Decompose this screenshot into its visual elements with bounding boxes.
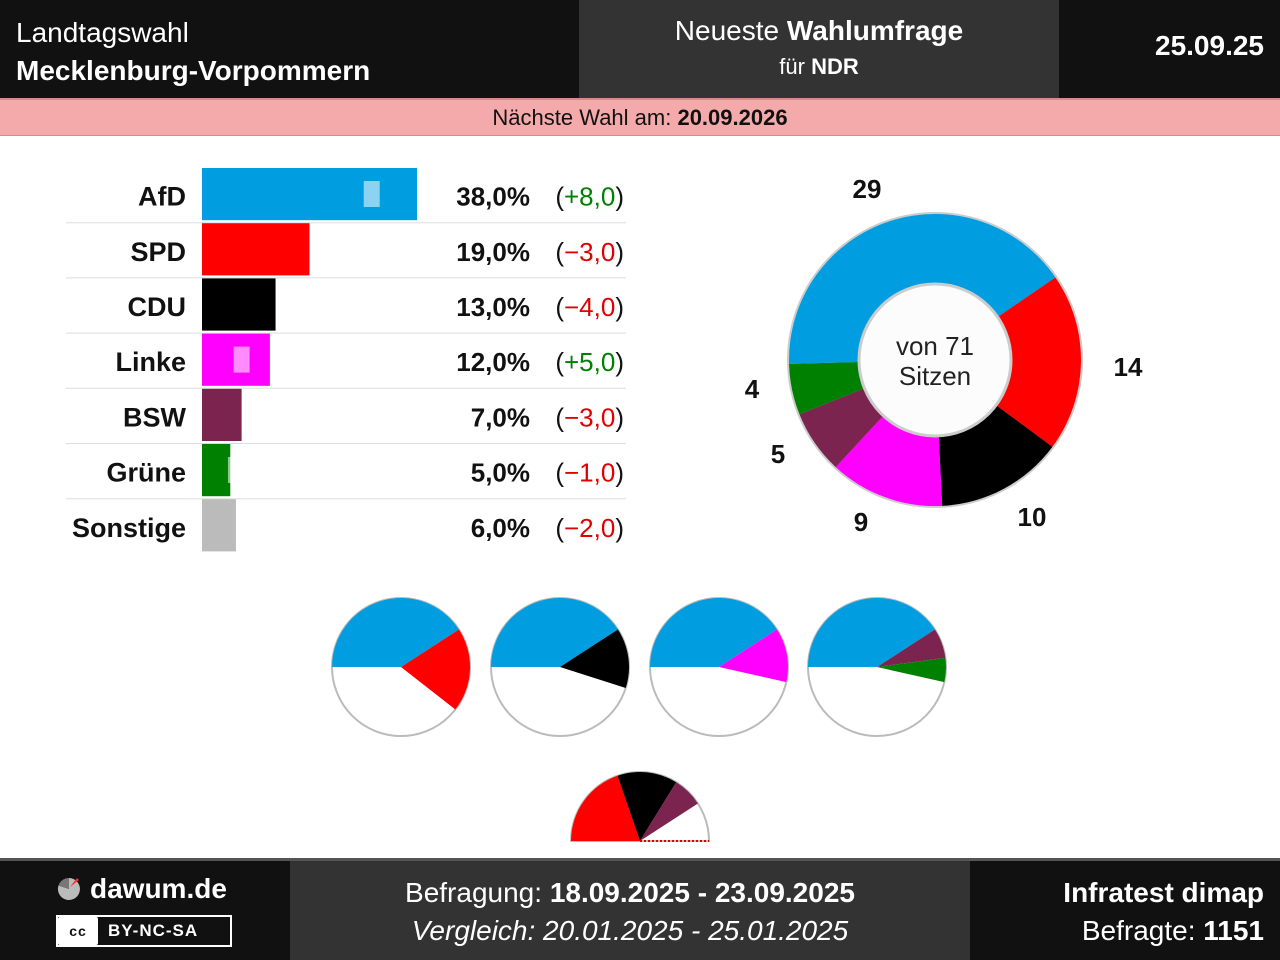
seat-label: 9 — [854, 507, 868, 537]
poll-client: für NDR — [579, 54, 1059, 80]
comparison-label: Vergleich: — [411, 915, 544, 946]
value-label: 38,0% — [456, 182, 530, 212]
value-label: 5,0% — [471, 458, 530, 488]
previous-marker — [250, 401, 267, 428]
seat-label: 14 — [1114, 352, 1143, 382]
change-label: (−3,0) — [555, 237, 624, 267]
previous-marker — [363, 181, 380, 207]
bar-spd — [202, 223, 310, 276]
poll-date: 25.09.25 — [1155, 30, 1264, 61]
value-label: 12,0% — [456, 347, 530, 377]
coalition-slice-spd — [401, 629, 471, 710]
respondents-count: 1151 — [1203, 915, 1264, 946]
seat-slice-linke — [835, 415, 943, 506]
coalition-slice-spd — [571, 775, 640, 841]
election-type: Landtagswahl — [16, 17, 189, 48]
coalition-slice-afd — [808, 598, 935, 667]
change-label: (+8,0) — [555, 182, 624, 212]
coalition-slice-grüne — [877, 657, 947, 683]
party-label: BSW — [123, 402, 187, 432]
seat-slice-grüne — [789, 362, 865, 415]
coalition-slice-afd — [650, 598, 777, 667]
party-label: CDU — [128, 292, 187, 322]
seats-total-line1: von 71 — [896, 331, 974, 361]
footer-bar: dawum.de cc BY-NC-SA Befragung: 18.09.20… — [0, 858, 1280, 960]
coalition-slice-linke — [719, 629, 789, 683]
survey-period-line: Befragung: 18.09.2025 - 23.09.2025 — [290, 877, 970, 909]
value-label: 13,0% — [456, 292, 530, 322]
respondents-label: Befragte: — [1081, 915, 1204, 946]
survey-info: Befragung: 18.09.2025 - 23.09.2025 Vergl… — [290, 861, 970, 960]
previous-marker — [227, 457, 244, 483]
seat-label: 4 — [745, 374, 760, 404]
value-label: 6,0% — [471, 513, 530, 543]
poll-chart: AfD 38,0% (+8,0) SPD 19,0% (−3,0) CDU 13,0% (−4,… — [66, 168, 1143, 842]
bar-afd — [202, 168, 417, 221]
seat-slice-bsw — [799, 388, 884, 468]
seat-label: 29 — [853, 174, 882, 204]
state-name: Mecklenburg-Vorpommern — [16, 55, 371, 86]
donut-center — [857, 282, 1013, 438]
previous-marker — [290, 291, 307, 318]
next-election-label: Nächste Wahl am: — [492, 105, 678, 130]
license-text: BY-NC-SA — [108, 921, 199, 940]
party-label: Grüne — [106, 458, 186, 488]
next-election-date: 20.09.2026 — [677, 105, 788, 130]
dawum-logo-icon — [57, 877, 80, 900]
cc-icon: cc — [58, 917, 98, 945]
coalition-slice-bsw — [877, 629, 946, 667]
survey-period: 18.09.2025 - 23.09.2025 — [549, 877, 855, 908]
poll-label-bold: Wahlumfrage — [786, 15, 964, 46]
seats-total-line2: Sitzen — [899, 361, 971, 391]
party-label: Linke — [115, 347, 186, 377]
site-name: dawum.de — [90, 873, 227, 904]
seat-label: 5 — [771, 439, 785, 469]
election-title: Landtagswahl Mecklenburg-Vorpommern — [16, 14, 370, 90]
bar-cdu — [202, 278, 276, 331]
header-bar: Landtagswahl Mecklenburg-Vorpommern Neue… — [0, 0, 1280, 98]
survey-label: Befragung: — [405, 877, 550, 908]
next-election-bar: Nächste Wahl am: 20.09.2026 — [0, 98, 1280, 136]
change-label: (−2,0) — [555, 513, 624, 543]
seat-label: 10 — [1018, 502, 1047, 532]
respondents-line: Befragte: 1151 — [1063, 915, 1264, 947]
client-prefix: für — [779, 54, 812, 79]
party-label: SPD — [130, 237, 186, 267]
poll-label: Neueste Wahlumfrage — [579, 14, 1059, 48]
previous-marker — [318, 236, 335, 263]
brand[interactable]: dawum.de — [56, 873, 256, 905]
bar-sonstige — [202, 499, 236, 552]
coalition-slice-bsw — [640, 782, 698, 841]
coalition-slice-cdu — [617, 772, 677, 841]
change-label: (−4,0) — [555, 292, 624, 322]
previous-marker — [233, 346, 250, 373]
seat-slice-spd — [996, 277, 1081, 447]
footer-brand: dawum.de cc BY-NC-SA — [56, 873, 256, 947]
license-badge[interactable]: cc BY-NC-SA — [56, 915, 232, 947]
party-label: AfD — [138, 182, 186, 212]
comparison-period: 20.01.2025 - 25.01.2025 — [543, 915, 849, 946]
seat-slice-afd — [789, 214, 1056, 364]
poll-label-plain: Neueste — [674, 15, 787, 46]
coalition-slice-afd — [332, 598, 459, 667]
value-label: 19,0% — [456, 237, 530, 267]
coalition-slice-cdu — [560, 629, 630, 689]
change-label: (+5,0) — [555, 347, 624, 377]
previous-marker — [239, 512, 256, 539]
value-label: 7,0% — [471, 402, 530, 432]
coalition-slice-afd — [491, 598, 618, 667]
change-label: (−1,0) — [555, 458, 624, 488]
institute-info: Infratest dimap Befragte: 1151 — [1063, 877, 1264, 947]
change-label: (−3,0) — [555, 402, 624, 432]
party-label: Sonstige — [72, 513, 186, 543]
client-name: NDR — [811, 54, 859, 79]
comparison-line: Vergleich: 20.01.2025 - 25.01.2025 — [290, 915, 970, 947]
bar-bsw — [202, 388, 242, 441]
institute-name: Infratest dimap — [1063, 877, 1264, 908]
bar-grüne — [202, 444, 231, 497]
poll-info: Neueste Wahlumfrage für NDR — [579, 0, 1059, 98]
